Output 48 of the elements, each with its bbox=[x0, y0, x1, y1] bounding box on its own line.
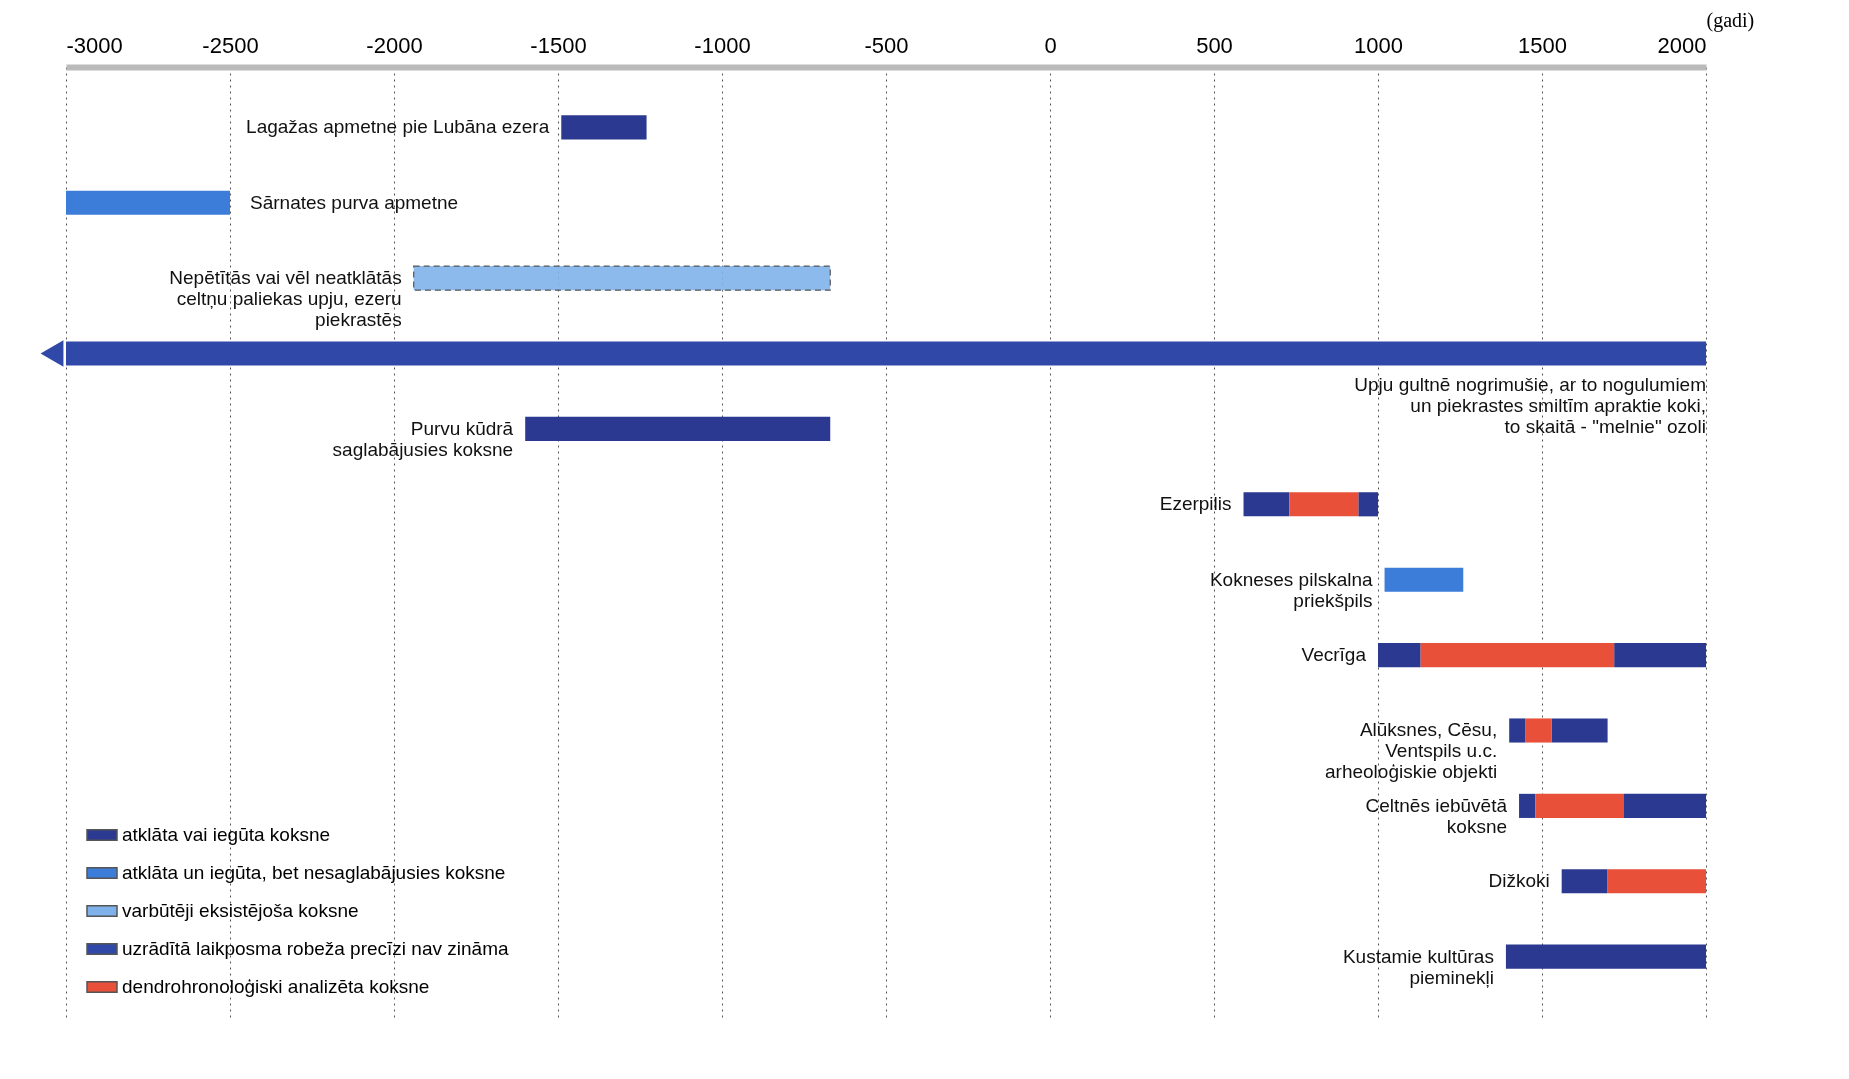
y-tick-label: Sārnates purva apmetne bbox=[250, 191, 459, 213]
y-tick-label: Dižkoki bbox=[1488, 870, 1550, 892]
bar bbox=[1535, 793, 1624, 818]
bar bbox=[1384, 567, 1464, 592]
legend-label: dendrohronoloģiski analizēta koksne bbox=[122, 976, 430, 997]
x-tick-label: -1000 bbox=[694, 32, 751, 58]
bar bbox=[1519, 793, 1536, 818]
y-tick-label: Kustamie kultūras pieminekļi bbox=[1342, 945, 1494, 988]
y-tick-label: Nepētītās vai vēl neatklātās celtņu paliekas upju, ezeru piekrastēs bbox=[169, 267, 402, 331]
bar bbox=[1614, 643, 1706, 668]
legend-label: varbūtēji eksistējoša koksne bbox=[122, 900, 359, 921]
bar bbox=[1505, 944, 1706, 969]
bar bbox=[1551, 718, 1608, 743]
y-tick-label: Upju gultnē nogrimušie, ar to nogulumiem un piekrastes smiltīm apraktie koki, to skaitā - "melnie" ozoli bbox=[1354, 373, 1706, 437]
y-tick-label: Kokneses pilskalna priekšpils bbox=[1209, 568, 1373, 611]
x-axis-title: (gadi) bbox=[1706, 8, 1755, 32]
bar bbox=[1378, 643, 1421, 668]
y-tick-label: Purvu kūdrā saglabājusies koksne bbox=[332, 417, 514, 460]
bar bbox=[1561, 869, 1608, 894]
bar bbox=[1358, 492, 1378, 517]
bar bbox=[1525, 718, 1552, 743]
legend-label: uzrādītā laikposma robeža precīzi nav zināma bbox=[122, 938, 509, 959]
x-tick-label: -2500 bbox=[202, 32, 259, 58]
bar bbox=[66, 190, 230, 215]
x-tick-label: -1500 bbox=[530, 32, 587, 58]
bar bbox=[1289, 492, 1359, 517]
x-tick-label: 500 bbox=[1196, 32, 1233, 58]
y-tick-label: Vecrīga bbox=[1301, 644, 1367, 666]
y-tick-label: Alūksnes, Cēsu, Ventspils u.c. arheoloģiskie objekti bbox=[1325, 719, 1498, 783]
x-tick-label: 1000 bbox=[1354, 32, 1403, 58]
y-tick-label: Celtnēs iebūvētā koksne bbox=[1365, 794, 1508, 837]
bar bbox=[1509, 718, 1526, 743]
x-tick-label: -500 bbox=[864, 32, 909, 58]
bar bbox=[1624, 793, 1706, 818]
bar bbox=[1243, 492, 1290, 517]
bar bbox=[561, 115, 647, 140]
x-tick-label: -3000 bbox=[66, 32, 123, 58]
legend-label: atklāta un iegūta, bet nesaglabājusies koksne bbox=[122, 862, 506, 883]
x-tick-label: 1500 bbox=[1518, 32, 1567, 58]
x-tick-label: 0 bbox=[1044, 32, 1057, 58]
bar bbox=[1607, 869, 1706, 894]
bar bbox=[525, 416, 831, 441]
bar bbox=[1420, 643, 1615, 668]
y-tick-label: Ezerpilis bbox=[1159, 493, 1232, 515]
x-tick-label: -2000 bbox=[366, 32, 423, 58]
y-tick-label: Lagažas apmetne pie Lubāna ezera bbox=[246, 116, 550, 138]
legend-label: atklāta vai iegūta koksne bbox=[122, 824, 331, 845]
x-tick-label: 2000 bbox=[1657, 32, 1707, 58]
